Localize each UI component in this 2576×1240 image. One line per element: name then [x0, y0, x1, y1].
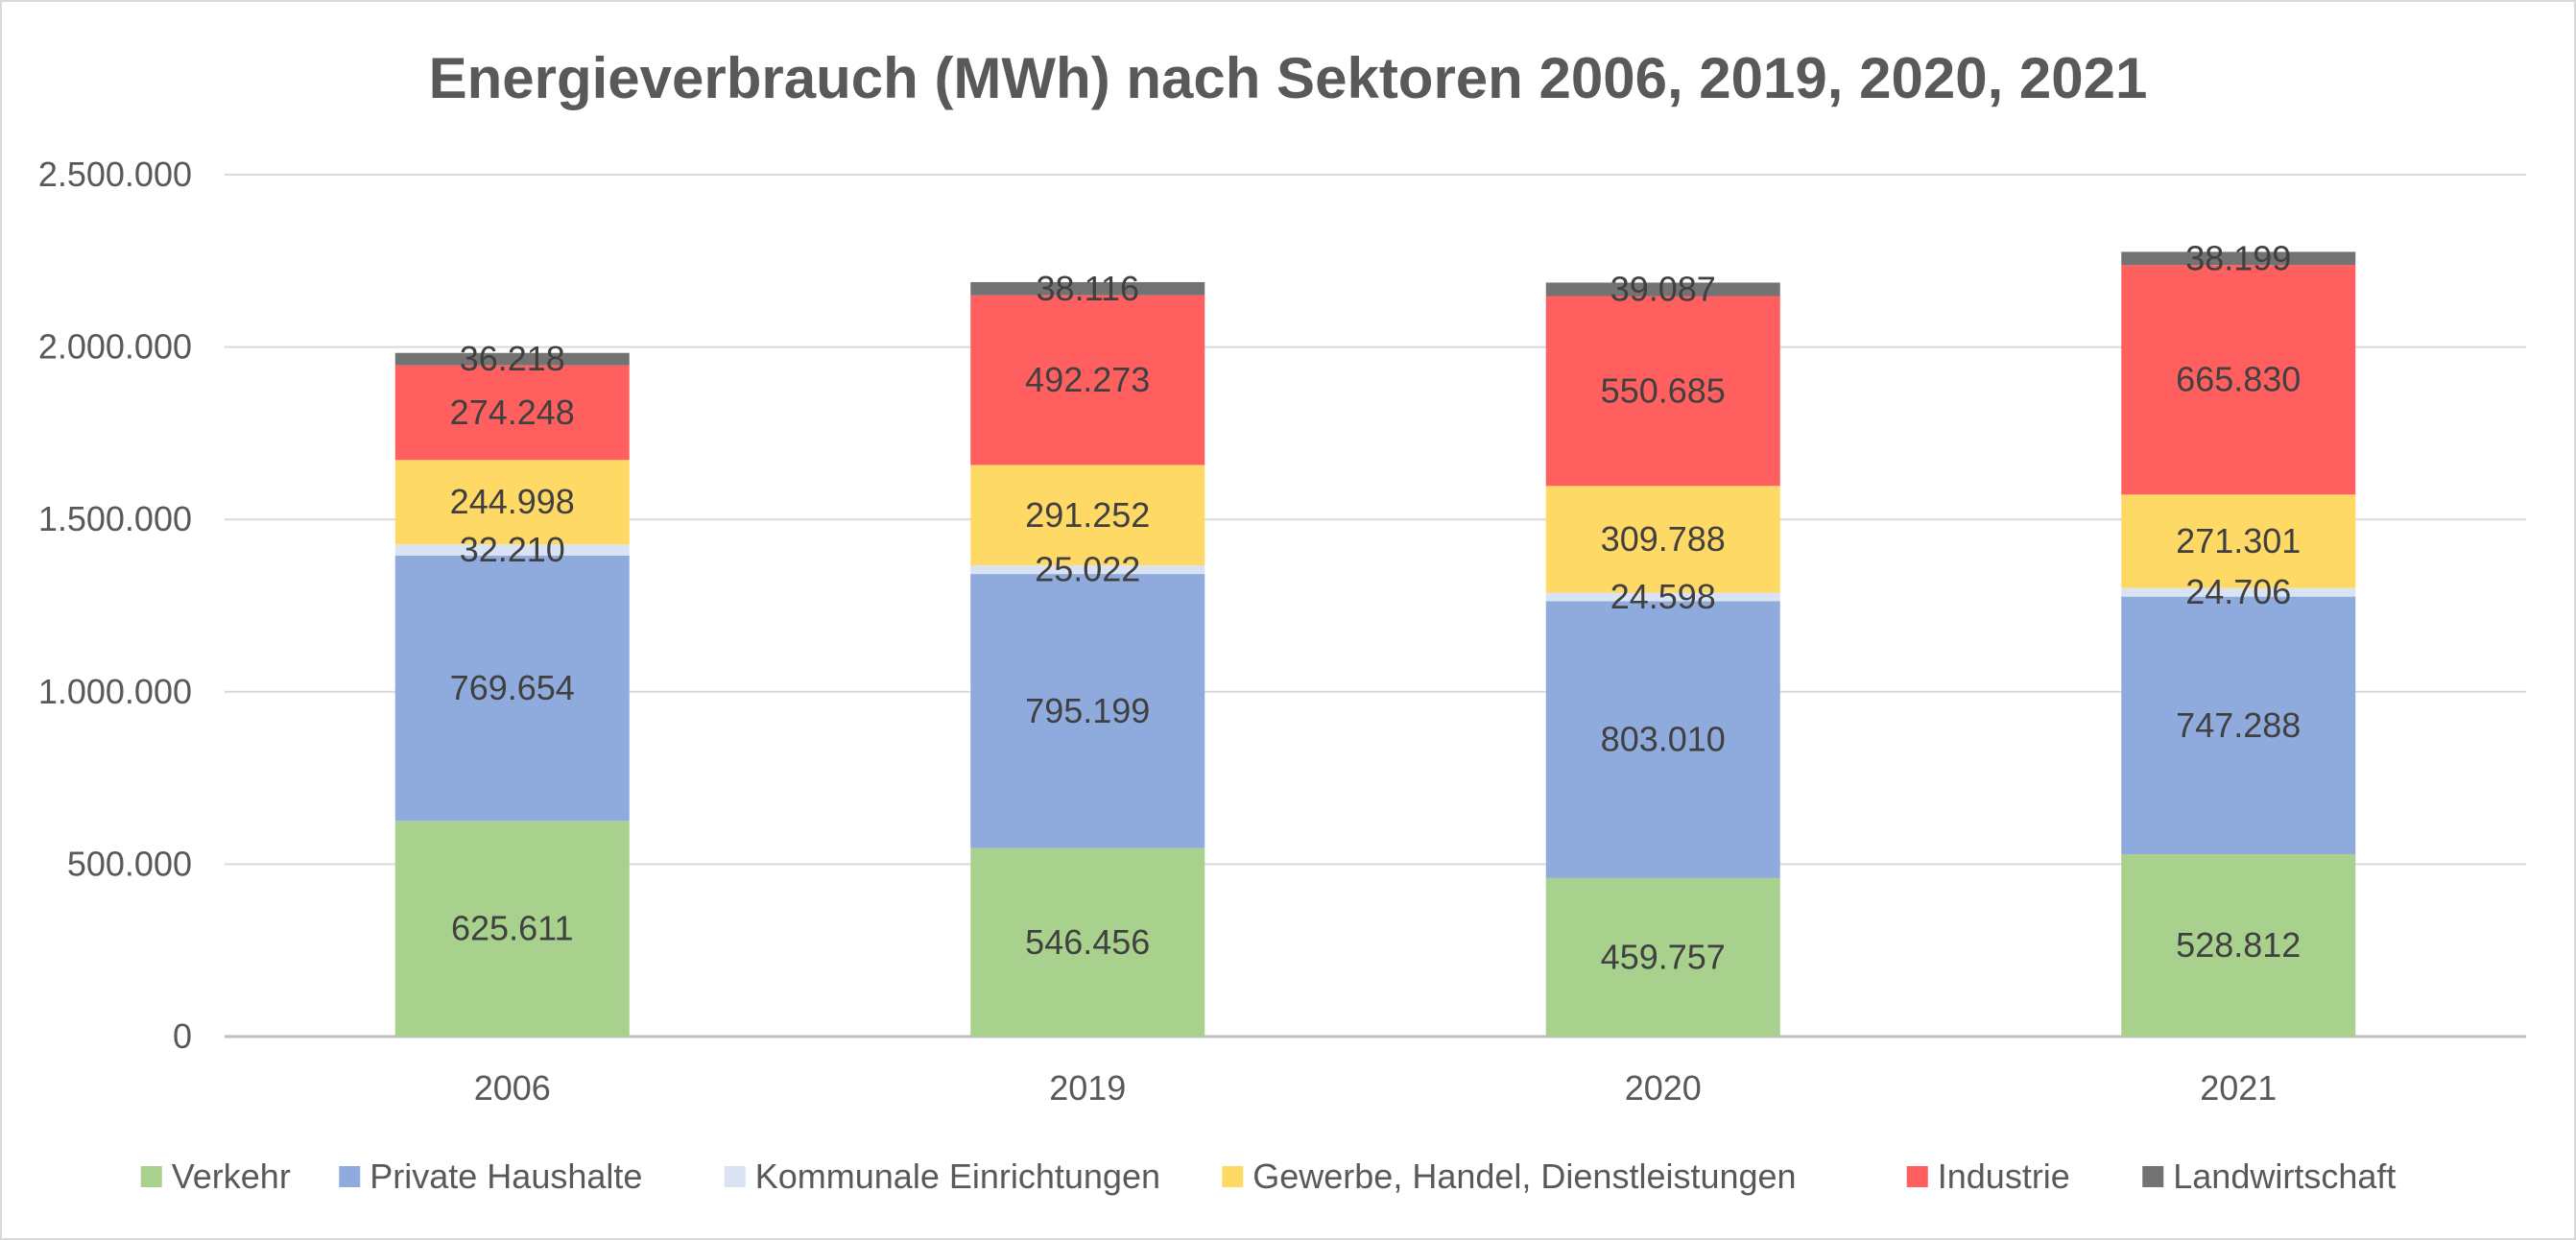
data-label: 32.210: [460, 530, 565, 569]
data-label: 747.288: [2176, 705, 2301, 745]
data-label: 38.116: [1037, 269, 1139, 308]
bar-segment: [394, 555, 630, 822]
data-label: 459.757: [1601, 937, 1726, 976]
bars: [394, 251, 2356, 1037]
bar-segment: [970, 565, 1205, 575]
legend-label: Private Haushalte: [370, 1157, 642, 1196]
legend-label: Landwirtschaft: [2173, 1157, 2396, 1196]
legend-swatch: [1222, 1166, 1244, 1187]
legend-swatch: [724, 1166, 746, 1187]
y-axis-ticks: 0 500.000 1.000.000 1.500.000 2.000.000 2.500…: [38, 155, 192, 1056]
data-label: 546.456: [1025, 922, 1150, 962]
y-tick-label: 1.000.000: [38, 672, 192, 711]
y-tick-label: 500.000: [67, 844, 192, 883]
bar-segment: [2121, 251, 2356, 266]
data-label: 492.273: [1025, 360, 1150, 399]
legend-label: Gewerbe, Handel, Dienstleistungen: [1252, 1157, 1796, 1196]
data-label: 795.199: [1025, 691, 1150, 730]
data-label: 24.598: [1610, 577, 1716, 616]
bar-segment: [1545, 601, 1780, 878]
y-tick-label: 0: [173, 1016, 192, 1056]
bar-segment: [394, 352, 630, 366]
legend-label: Verkehr: [172, 1157, 291, 1196]
data-label: 39.087: [1610, 269, 1716, 308]
data-label: 38.199: [2185, 238, 2291, 277]
data-label: 271.301: [2176, 521, 2301, 560]
legend-label: Kommunale Einrichtungen: [755, 1157, 1160, 1196]
bar-segment: [1545, 296, 1780, 487]
bar-segment: [1545, 486, 1780, 593]
data-label: 665.830: [2176, 360, 2301, 399]
data-label: 625.611: [451, 909, 573, 948]
data-label: 36.218: [460, 339, 565, 378]
bar-segment: [970, 281, 1205, 296]
legend-swatch: [140, 1166, 162, 1187]
data-label: 528.812: [2176, 925, 2301, 965]
bar-segment: [1545, 282, 1780, 297]
bar-segment: [2121, 587, 2356, 597]
x-tick-label: 2020: [1625, 1068, 1702, 1108]
bar-segment: [970, 847, 1205, 1037]
y-tick-label: 1.500.000: [38, 499, 192, 538]
data-labels: 625.611 769.654 32.210 244.998 274.248 36.218…: [450, 238, 2302, 976]
bar-segment: [2121, 265, 2356, 495]
bar-segment: [2121, 596, 2356, 855]
data-label: 25.022: [1035, 550, 1140, 589]
chart-title: Energieverbrauch (MWh) nach Sektoren 200…: [429, 46, 2148, 110]
x-tick-label: 2021: [2200, 1068, 2277, 1108]
data-label: 24.706: [2185, 572, 2291, 611]
data-label: 769.654: [450, 668, 575, 707]
legend-label: Industrie: [1938, 1157, 2070, 1196]
bar-segment: [970, 465, 1205, 566]
legend-swatch: [2142, 1166, 2164, 1187]
data-label: 550.685: [1601, 370, 1726, 410]
x-tick-label: 2019: [1049, 1068, 1126, 1108]
y-tick-label: 2.500.000: [38, 155, 192, 194]
data-label: 274.248: [450, 393, 575, 432]
x-axis-ticks: 2006 2019 2020 2021: [474, 1068, 2278, 1108]
legend-swatch: [1906, 1166, 1928, 1187]
bar-segment: [970, 574, 1205, 848]
y-tick-label: 2.000.000: [38, 327, 192, 367]
bar-segment: [970, 295, 1205, 465]
legend-swatch: [339, 1166, 361, 1187]
data-label: 803.010: [1601, 720, 1726, 759]
data-label: 291.252: [1025, 495, 1150, 535]
x-tick-label: 2006: [474, 1068, 551, 1108]
bar-segment: [394, 821, 630, 1037]
bar-segment: [394, 460, 630, 545]
legend: Verkehr Private Haushalte Kommunale Einric…: [140, 1157, 2396, 1196]
bar-segment: [394, 544, 630, 556]
bar-segment: [1545, 592, 1780, 602]
data-label: 309.788: [1601, 519, 1726, 559]
bar-segment: [2121, 854, 2356, 1037]
bar-segment: [1545, 877, 1780, 1037]
bar-segment: [394, 365, 630, 461]
data-label: 244.998: [450, 482, 575, 521]
bar-segment: [2121, 494, 2356, 588]
